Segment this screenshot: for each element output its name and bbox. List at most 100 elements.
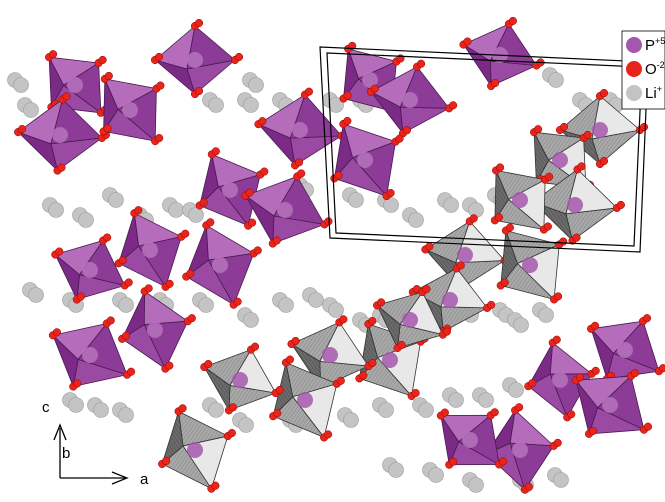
o-atom <box>211 481 220 490</box>
o-atom <box>491 78 500 88</box>
li-atom <box>243 312 259 328</box>
o-atom <box>343 91 352 100</box>
o-atom <box>575 373 585 382</box>
li-atom <box>188 207 204 223</box>
o-atom <box>118 256 127 265</box>
o-atom <box>49 50 58 59</box>
li-atom <box>68 397 84 413</box>
central-atom <box>617 342 633 358</box>
li-atom <box>308 292 324 308</box>
polyhedron-face <box>458 414 500 466</box>
o-atom <box>515 403 524 412</box>
o-atom <box>253 246 262 255</box>
central-atom <box>402 92 418 108</box>
li-atom <box>548 72 564 88</box>
o-atom <box>248 218 257 227</box>
o-atom <box>285 355 294 364</box>
o-atom <box>297 169 306 178</box>
o-atom <box>524 482 533 491</box>
o-atom <box>567 410 576 419</box>
o-atom <box>211 147 220 156</box>
o-atom <box>463 37 472 46</box>
o-atom <box>545 172 554 181</box>
polyhedron-face <box>596 375 645 431</box>
li-atom <box>238 417 254 433</box>
o-atom <box>194 86 204 96</box>
li-atom <box>208 97 224 113</box>
polyhedron-face <box>516 243 560 301</box>
li-atom <box>478 392 494 408</box>
o-atom <box>397 340 406 350</box>
o-atom <box>144 284 153 293</box>
o-atom <box>442 327 451 336</box>
o-atom <box>642 314 652 323</box>
o-atom <box>500 278 509 287</box>
o-atom <box>245 188 254 197</box>
li-atom <box>383 197 399 213</box>
central-atom <box>122 102 138 118</box>
li-atom <box>343 412 359 428</box>
o-atom <box>630 369 640 378</box>
central-atom <box>382 352 398 368</box>
central-atom <box>322 347 338 363</box>
o-atom <box>411 388 420 398</box>
o-atom <box>339 315 348 324</box>
o-atom <box>186 269 195 278</box>
li-atom <box>93 402 109 418</box>
li-atom <box>48 202 64 218</box>
o-atom <box>291 336 300 346</box>
central-atom <box>147 322 163 338</box>
o-atom <box>187 314 196 323</box>
o-atom <box>528 379 537 388</box>
o-atom <box>103 124 112 133</box>
central-atom <box>187 442 203 458</box>
o-atom <box>155 134 164 143</box>
o-atom <box>98 55 107 65</box>
o-atom <box>368 358 377 368</box>
o-atom <box>165 361 174 370</box>
central-atom <box>552 372 568 388</box>
o-atom <box>124 278 133 287</box>
central-atom <box>362 72 378 88</box>
o-atom <box>386 188 395 198</box>
central-atom <box>187 52 203 68</box>
central-atom <box>222 182 238 198</box>
li-atom <box>198 297 214 313</box>
o-atom <box>127 367 136 376</box>
o-atom <box>162 456 171 465</box>
o-atom <box>334 171 343 180</box>
li-atom <box>328 302 344 318</box>
o-atom <box>559 122 569 132</box>
o-atom <box>272 236 281 245</box>
o-atom <box>106 316 115 325</box>
li-atom <box>78 212 94 228</box>
o-atom <box>552 335 561 344</box>
o-atom <box>258 117 267 126</box>
o-atom <box>57 163 66 172</box>
central-atom <box>82 262 98 278</box>
o-atom <box>508 16 517 26</box>
axes-indicator <box>53 423 129 485</box>
li-atom <box>108 192 124 208</box>
o-atom <box>178 404 187 413</box>
legend-swatch <box>626 61 642 77</box>
o-atom <box>583 130 592 140</box>
o-atom <box>440 408 449 417</box>
li-atom <box>418 402 434 418</box>
li-atom <box>408 212 424 228</box>
legend: P+5 O-2 Li+ <box>621 30 665 110</box>
o-atom <box>165 279 174 288</box>
central-atom <box>592 122 608 138</box>
o-atom <box>122 331 131 340</box>
polyhedron-face <box>549 341 593 375</box>
o-atom <box>73 379 82 388</box>
central-atom <box>82 347 98 363</box>
o-atom <box>490 408 499 417</box>
o-atom <box>18 125 27 134</box>
axis-label: b <box>62 445 70 462</box>
legend-swatch <box>626 37 642 53</box>
o-atom <box>496 163 505 172</box>
o-atom <box>643 422 653 431</box>
o-atom <box>154 52 164 62</box>
o-atom <box>260 167 269 176</box>
